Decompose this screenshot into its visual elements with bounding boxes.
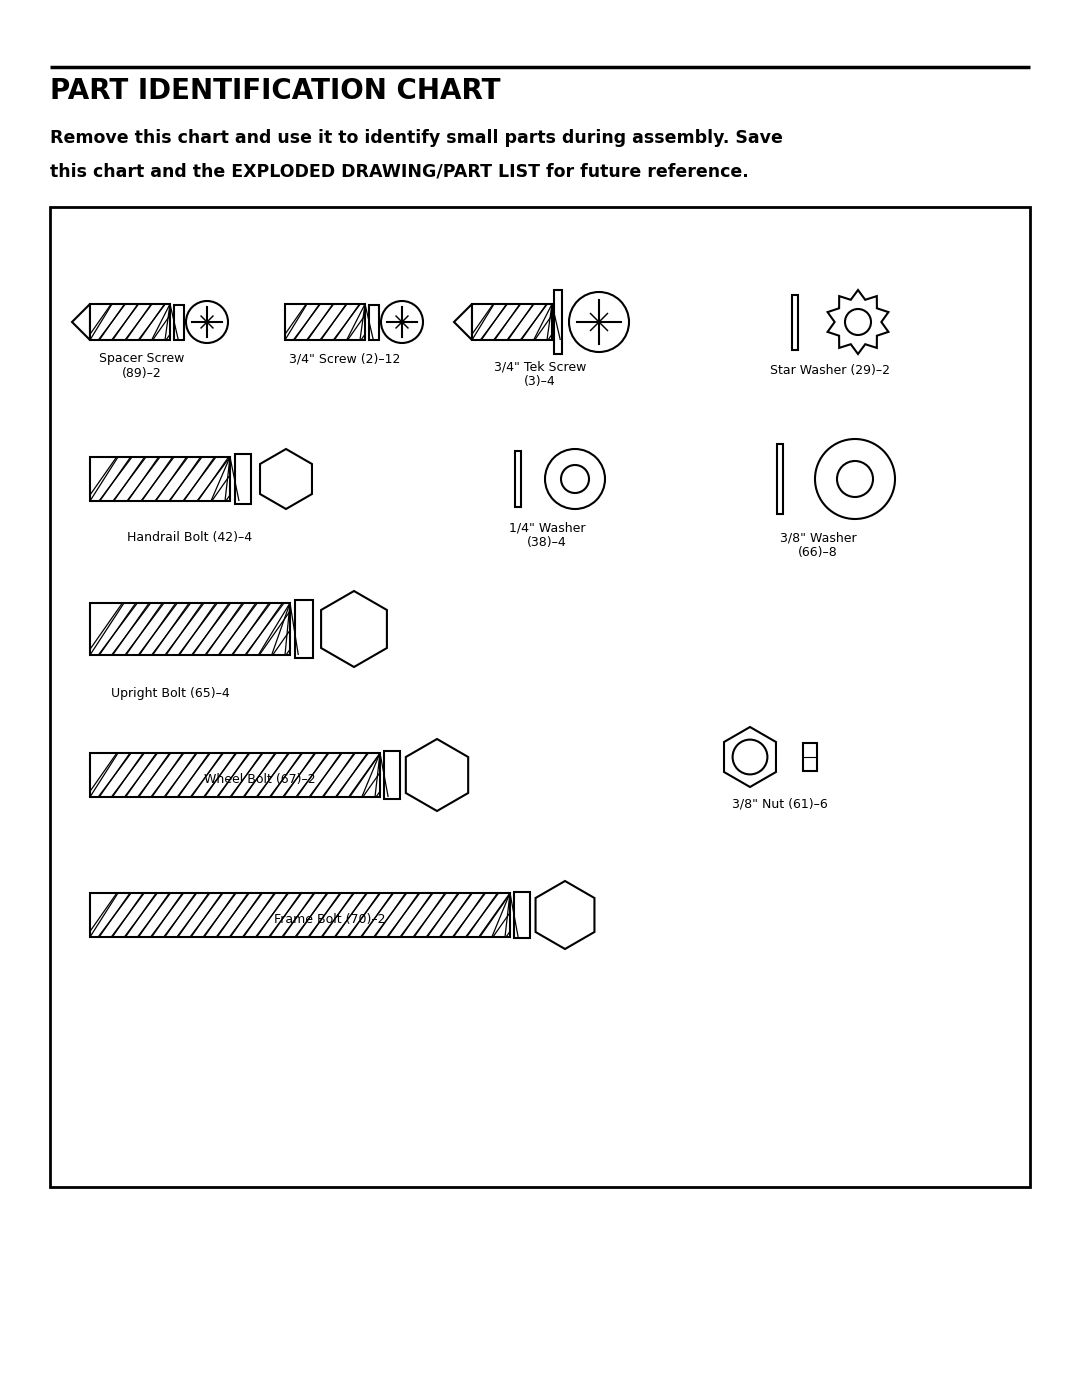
Bar bbox=[514, 893, 530, 937]
Text: 3/8" Nut (61)–6: 3/8" Nut (61)–6 bbox=[732, 798, 828, 810]
Bar bbox=[793, 295, 798, 349]
Polygon shape bbox=[536, 882, 594, 949]
Bar bbox=[90, 305, 170, 339]
Circle shape bbox=[561, 465, 589, 493]
Bar bbox=[369, 305, 379, 339]
Circle shape bbox=[815, 439, 895, 520]
Text: Spacer Screw
(89)–2: Spacer Screw (89)–2 bbox=[99, 352, 185, 380]
Polygon shape bbox=[454, 305, 472, 339]
Text: 3/4" Screw (2)–12: 3/4" Screw (2)–12 bbox=[289, 352, 401, 365]
Bar bbox=[472, 305, 552, 339]
Text: Remove this chart and use it to identify small parts during assembly. Save: Remove this chart and use it to identify… bbox=[50, 129, 783, 147]
Bar bbox=[515, 451, 521, 507]
Bar bbox=[90, 753, 380, 798]
Text: 1/4" Washer
(38)–4: 1/4" Washer (38)–4 bbox=[509, 521, 585, 549]
Bar bbox=[384, 752, 400, 799]
Text: 3/8" Washer
(66)–8: 3/8" Washer (66)–8 bbox=[780, 531, 856, 559]
Text: this chart and the EXPLODED DRAWING/PART LIST for future reference.: this chart and the EXPLODED DRAWING/PART… bbox=[50, 162, 748, 180]
Polygon shape bbox=[406, 739, 468, 812]
Text: 3/4" Tek Screw
(3)–4: 3/4" Tek Screw (3)–4 bbox=[494, 360, 586, 388]
Bar bbox=[50, 207, 1030, 1187]
Circle shape bbox=[732, 739, 768, 774]
Circle shape bbox=[381, 300, 423, 344]
Polygon shape bbox=[827, 291, 889, 353]
Bar bbox=[285, 305, 365, 339]
Text: Frame Bolt (70)–2: Frame Bolt (70)–2 bbox=[274, 914, 386, 926]
Bar bbox=[174, 305, 184, 339]
Circle shape bbox=[845, 309, 870, 335]
Bar bbox=[90, 893, 510, 937]
Circle shape bbox=[837, 461, 873, 497]
Bar bbox=[295, 599, 313, 658]
Bar bbox=[804, 743, 816, 771]
Circle shape bbox=[569, 292, 629, 352]
Text: Star Washer (29)–2: Star Washer (29)–2 bbox=[770, 365, 890, 377]
Circle shape bbox=[186, 300, 228, 344]
Polygon shape bbox=[260, 448, 312, 509]
Bar bbox=[554, 291, 562, 353]
Bar bbox=[778, 444, 783, 514]
Text: Upright Bolt (65)–4: Upright Bolt (65)–4 bbox=[110, 687, 229, 700]
Polygon shape bbox=[321, 591, 387, 666]
Text: PART IDENTIFICATION CHART: PART IDENTIFICATION CHART bbox=[50, 77, 500, 105]
Bar bbox=[235, 454, 251, 504]
Polygon shape bbox=[724, 726, 777, 787]
Text: Handrail Bolt (42)–4: Handrail Bolt (42)–4 bbox=[127, 531, 253, 543]
Polygon shape bbox=[72, 305, 90, 339]
Text: Wheel Bolt (67)–2: Wheel Bolt (67)–2 bbox=[204, 773, 315, 787]
Circle shape bbox=[545, 448, 605, 509]
Bar bbox=[90, 604, 291, 655]
Bar bbox=[90, 457, 230, 502]
